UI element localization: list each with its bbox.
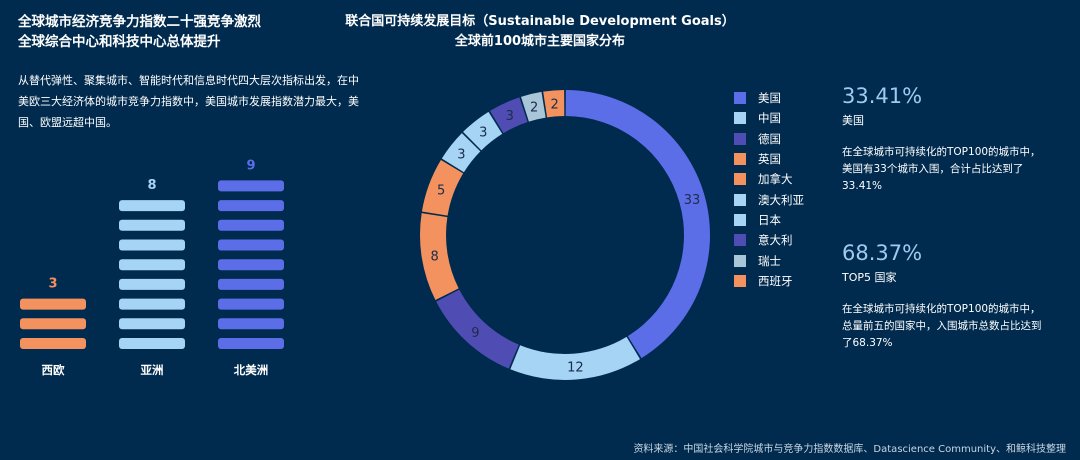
legend-item: 意大利 <box>734 230 834 250</box>
bar-block-2-6 <box>119 239 185 251</box>
donut-slice-label: 3 <box>506 109 514 124</box>
legend-item: 英国 <box>734 149 834 169</box>
left-title-line1: 全球城市经济竞争力指数二十强竞争激烈 <box>18 14 261 30</box>
donut-slice-label: 8 <box>430 250 438 265</box>
bar-block-3-5 <box>218 259 284 271</box>
center-title-line1: 联合国可持续发展目标（Sustainable Development Goals… <box>345 14 735 29</box>
donut-slice-3 <box>436 289 519 369</box>
region-block-chart: 3 西欧 8 亚洲 9 北美洲 <box>20 158 284 377</box>
legend-label: 西班牙 <box>758 273 793 288</box>
legend-item: 美国 <box>734 88 834 108</box>
bar-category-label: 亚洲 <box>141 363 164 377</box>
legend-item: 日本 <box>734 210 834 230</box>
donut-slice-5 <box>421 159 464 216</box>
legend-item: 加拿大 <box>734 169 834 189</box>
legend-swatch <box>734 112 746 125</box>
bar-block-3-9 <box>218 180 284 192</box>
legend-item: 瑞士 <box>734 250 834 270</box>
legend-item: 澳大利亚 <box>734 189 834 209</box>
bar-category-label: 北美洲 <box>234 363 269 377</box>
bar-block-2-7 <box>119 219 185 231</box>
legend-label: 瑞士 <box>758 253 781 268</box>
bar-block-1-3 <box>20 298 86 310</box>
stat-top5-description: 在全球城市可持续化的TOP100的城市中，总量前五的国家中，入围城市总数占比达到… <box>842 303 1042 349</box>
stat-usa: 33.41% 美国 在全球城市可持续化的TOP100的城市中，美国有33个城市入… <box>842 84 1042 195</box>
legend-swatch <box>734 274 746 287</box>
legend-item: 德国 <box>734 129 834 149</box>
bar-block-2-3 <box>119 298 185 310</box>
bar-block-3-8 <box>218 200 284 212</box>
center-title: 联合国可持续发展目标（Sustainable Development Goals… <box>330 12 750 52</box>
legend-label: 意大利 <box>758 233 793 248</box>
donut-slice-4 <box>420 213 459 301</box>
donut-slice-label: 9 <box>471 326 479 341</box>
stat-usa-label: 美国 <box>842 114 864 127</box>
legend-label: 加拿大 <box>758 172 793 187</box>
donut-slice-2 <box>510 336 641 380</box>
legend-label: 日本 <box>758 212 781 227</box>
legend-swatch <box>734 193 746 206</box>
bar-block-2-4 <box>119 278 185 290</box>
legend-label: 澳大利亚 <box>758 192 804 207</box>
legend-item: 西班牙 <box>734 271 834 291</box>
donut-slice-label: 2 <box>530 101 538 116</box>
legend-label: 美国 <box>758 91 781 106</box>
bar-block-3-3 <box>218 298 284 310</box>
left-title: 全球城市经济竞争力指数二十强竞争激烈 全球综合中心和科技中心总体提升 <box>18 12 378 52</box>
legend-label: 德国 <box>758 131 781 146</box>
donut-slice-label: 3 <box>457 147 465 162</box>
donut-slice-10 <box>543 90 565 118</box>
legend-swatch <box>734 234 746 247</box>
bar-block-1-1 <box>20 338 86 349</box>
bar-block-3-2 <box>218 318 284 330</box>
stat-usa-value: 33.41% <box>842 84 923 108</box>
donut-slice-9 <box>521 91 546 122</box>
donut-slice-label: 12 <box>567 361 584 376</box>
bar-block-3-4 <box>218 278 284 290</box>
legend-label: 中国 <box>758 111 781 126</box>
stat-top5-value: 68.37% <box>842 241 923 265</box>
donut-slice-label: 33 <box>684 193 701 208</box>
bar-block-2-8 <box>119 200 185 212</box>
bar-block-2-1 <box>119 338 185 349</box>
donut-slice-7 <box>463 111 503 151</box>
legend-swatch <box>734 173 746 186</box>
stat-usa-description: 在全球城市可持续化的TOP100的城市中，美国有33个城市入围，合计占比达到了3… <box>842 146 1041 192</box>
legend-swatch <box>734 153 746 166</box>
bar-block-1-2 <box>20 318 86 330</box>
donut-slice-1 <box>565 90 710 359</box>
legend-swatch <box>734 92 746 105</box>
bar-value-label: 3 <box>48 277 57 292</box>
legend-swatch <box>734 254 746 267</box>
bar-block-2-5 <box>119 259 185 271</box>
donut-slice-label: 5 <box>437 183 445 198</box>
legend-label: 英国 <box>758 152 781 167</box>
legend-item: 中国 <box>734 108 834 128</box>
center-title-line2: 全球前100城市主要国家分布 <box>454 34 626 49</box>
source-note: 资料来源：中国社会科学院城市与竞争力指数数据库、Datascience Comm… <box>633 444 1066 455</box>
donut-slice-label: 3 <box>479 125 487 140</box>
left-description: 从替代弹性、聚集城市、智能时代和信息时代四大层次指标出发，在中美欧三大经济体的城… <box>18 74 359 129</box>
legend-swatch <box>734 213 746 226</box>
bar-block-2-2 <box>119 318 185 330</box>
left-title-line2: 全球综合中心和科技中心总体提升 <box>18 34 221 50</box>
donut-slice-8 <box>489 97 528 134</box>
stat-top5-label: TOP5 国家 <box>842 271 897 284</box>
stat-top5: 68.37% TOP5 国家 在全球城市可持续化的TOP100的城市中，总量前五… <box>842 241 1042 352</box>
donut-legend: 美国中国德国英国加拿大澳大利亚日本意大利瑞士西班牙 <box>734 88 834 291</box>
bar-value-label: 8 <box>147 178 156 193</box>
bar-block-3-1 <box>218 338 284 349</box>
bar-block-3-7 <box>218 219 284 231</box>
bar-category-label: 西欧 <box>42 363 65 377</box>
legend-swatch <box>734 132 746 145</box>
donut-slice-label: 2 <box>551 97 559 112</box>
bar-block-3-6 <box>218 239 284 251</box>
donut-slice-6 <box>441 133 481 173</box>
bar-value-label: 9 <box>246 158 255 173</box>
